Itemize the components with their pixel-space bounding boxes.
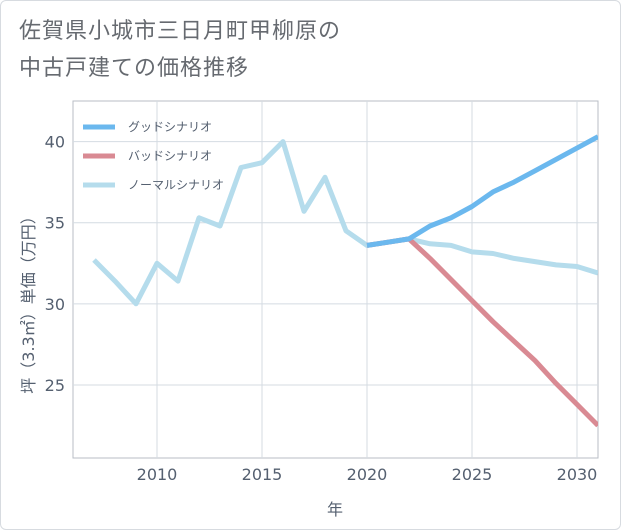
y-tick-label: 35 [45, 214, 65, 233]
series-line-0 [366, 134, 598, 248]
series-lines [92, 134, 598, 428]
x-axis-ticks: 2010 2015 2020 2025 2030 [137, 465, 598, 484]
series-line-2 [92, 139, 598, 307]
x-tick-label: 2015 [242, 465, 283, 484]
x-tick-label: 2030 [557, 465, 598, 484]
y-tick-label: 40 [45, 133, 65, 152]
x-tick-label: 2010 [137, 465, 178, 484]
legend-label-2: ノーマルシナリオ [128, 178, 224, 192]
y-axis-label: 坪（3.3㎡）単価（万円） [19, 208, 38, 393]
plot-area [72, 100, 599, 459]
y-tick-label: 25 [45, 376, 65, 395]
y-tick-label: 30 [45, 295, 65, 314]
x-tick-label: 2020 [347, 465, 388, 484]
x-tick-label: 2025 [452, 465, 493, 484]
legend-label-0: グッドシナリオ [128, 120, 212, 134]
grid-lines [73, 101, 598, 458]
legend-label-1: バッドシナリオ [128, 149, 212, 163]
chart-title: 佐賀県小城市三日月町甲柳原の 中古戸建ての価格推移 [19, 19, 342, 81]
x-axis-label: 年 [327, 500, 343, 519]
y-axis-ticks: 25 30 35 40 [45, 133, 65, 395]
